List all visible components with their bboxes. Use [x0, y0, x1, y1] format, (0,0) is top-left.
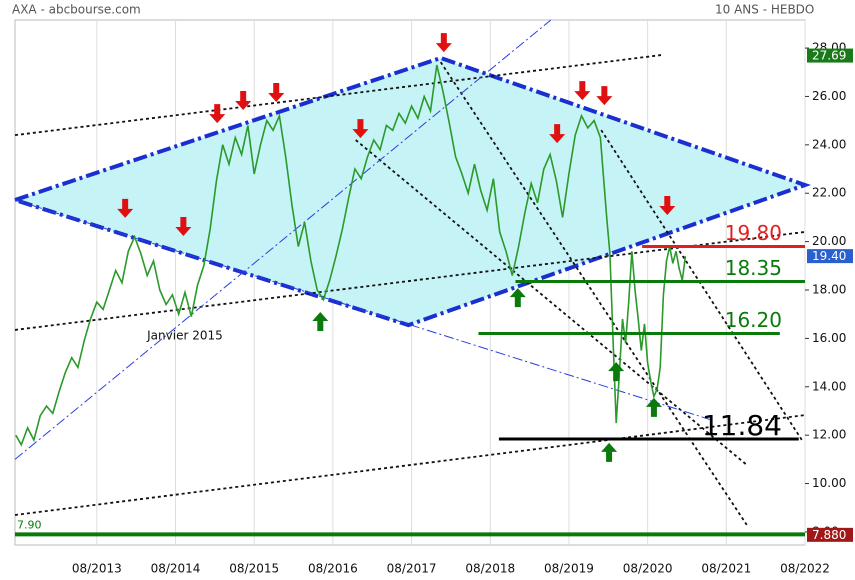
trendline [14, 199, 712, 421]
trendline [14, 414, 806, 516]
chart-subtitle: 10 ANS - HEBDO [715, 3, 814, 17]
x-tick-label: 08/2021 [701, 562, 751, 576]
channel [8, 55, 812, 328]
trendline [439, 61, 748, 526]
sell-arrow [268, 83, 285, 103]
y-tick-label: 26.00 [812, 89, 846, 103]
trendline [355, 139, 748, 466]
buy-arrow [312, 312, 329, 332]
x-tick-label: 08/2017 [387, 562, 437, 576]
sell-arrow [117, 198, 134, 218]
price-tag [807, 527, 853, 542]
y-tick-label: 16.00 [812, 331, 846, 345]
level-label: 18.35 [725, 256, 782, 280]
sell-arrow [352, 119, 369, 139]
y-tick-label: 18.00 [812, 283, 846, 297]
trendline [14, 19, 552, 460]
price-tag-label: 27.69 [812, 49, 846, 63]
x-tick-label: 08/2020 [623, 562, 673, 576]
buy-arrow [645, 397, 662, 417]
y-tick-label: 12.00 [812, 428, 846, 442]
level-label: 11.84 [702, 409, 782, 442]
level-label: 7.90 [17, 518, 42, 531]
trendline [600, 129, 803, 441]
buy-arrow [608, 362, 625, 382]
x-tick-label: 08/2014 [151, 562, 201, 576]
level-label: 16.20 [725, 308, 782, 332]
buy-arrow [601, 442, 618, 462]
trendline [14, 231, 806, 331]
sell-arrow [574, 81, 591, 101]
sell-arrow [659, 196, 676, 215]
price-tag-label: 19.40 [812, 249, 846, 263]
sell-arrow [209, 104, 226, 124]
y-tick-label: 24.00 [812, 137, 846, 151]
x-tick-label: 08/2018 [465, 562, 515, 576]
sell-arrow [549, 124, 566, 144]
y-tick-label: 20.00 [812, 234, 846, 248]
price-tag-label: 7.880 [812, 528, 846, 542]
buy-arrow [509, 288, 526, 308]
trendline [14, 54, 662, 137]
sell-arrow [435, 33, 452, 53]
price-tag [807, 48, 853, 63]
price-tag [807, 249, 853, 264]
chart-title: AXA - abcbourse.com [12, 3, 141, 17]
sell-arrow [175, 217, 192, 237]
level-label: 19.80 [725, 221, 782, 245]
x-tick-label: 08/2019 [544, 562, 594, 576]
y-tick-label: 10.00 [812, 476, 846, 490]
annotation: Janvier 2015 [146, 328, 223, 342]
price-line [15, 64, 687, 447]
y-tick-label: 14.00 [812, 379, 846, 393]
x-tick-label: 08/2016 [308, 562, 358, 576]
sell-arrow [596, 86, 613, 106]
x-tick-label: 08/2022 [780, 562, 830, 576]
x-tick-label: 08/2015 [229, 562, 279, 576]
y-tick-label: 22.00 [812, 186, 846, 200]
sell-arrow [235, 91, 252, 110]
x-tick-label: 08/2013 [72, 562, 122, 576]
